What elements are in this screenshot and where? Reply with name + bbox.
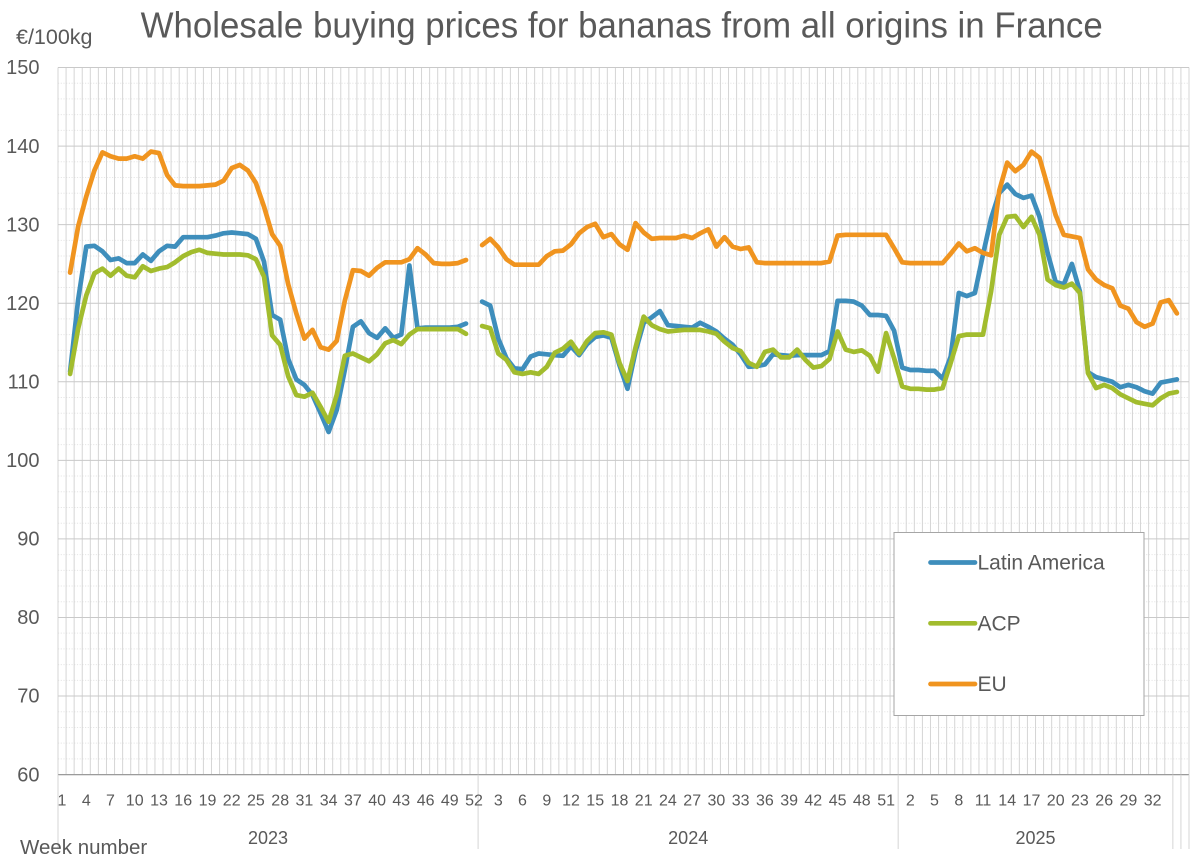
svg-text:46: 46: [417, 793, 435, 810]
svg-text:34: 34: [320, 793, 338, 810]
svg-text:100: 100: [6, 450, 39, 472]
svg-text:49: 49: [441, 793, 459, 810]
svg-text:17: 17: [1023, 793, 1041, 810]
svg-text:22: 22: [223, 793, 241, 810]
svg-text:15: 15: [586, 793, 604, 810]
svg-text:52: 52: [465, 793, 483, 810]
svg-text:21: 21: [635, 793, 653, 810]
svg-text:Week number: Week number: [20, 836, 147, 855]
svg-text:ACP: ACP: [978, 613, 1021, 636]
svg-text:45: 45: [829, 793, 847, 810]
svg-text:5: 5: [930, 793, 939, 810]
svg-text:20: 20: [1047, 793, 1065, 810]
svg-text:30: 30: [708, 793, 726, 810]
svg-text:18: 18: [611, 793, 629, 810]
svg-text:13: 13: [150, 793, 168, 810]
svg-text:11: 11: [975, 793, 992, 810]
svg-text:€/100kg: €/100kg: [16, 25, 93, 49]
svg-text:1: 1: [58, 793, 67, 810]
svg-text:40: 40: [368, 793, 386, 810]
svg-text:19: 19: [199, 793, 217, 810]
svg-text:130: 130: [6, 214, 39, 236]
svg-text:3: 3: [494, 793, 503, 810]
svg-text:32: 32: [1144, 793, 1162, 810]
svg-text:12: 12: [562, 793, 580, 810]
svg-text:70: 70: [17, 686, 39, 708]
svg-text:43: 43: [392, 793, 410, 810]
svg-text:37: 37: [344, 793, 362, 810]
svg-text:29: 29: [1120, 793, 1138, 810]
svg-text:2025: 2025: [1015, 828, 1055, 848]
svg-text:25: 25: [247, 793, 265, 810]
svg-text:42: 42: [804, 793, 822, 810]
svg-text:33: 33: [732, 793, 750, 810]
svg-text:28: 28: [271, 793, 289, 810]
svg-text:23: 23: [1071, 793, 1089, 810]
svg-text:51: 51: [877, 793, 895, 810]
svg-text:60: 60: [17, 764, 39, 786]
svg-text:2024: 2024: [668, 828, 708, 848]
svg-text:27: 27: [683, 793, 701, 810]
svg-text:EU: EU: [978, 673, 1007, 696]
svg-text:8: 8: [954, 793, 963, 810]
svg-text:120: 120: [6, 293, 39, 315]
svg-text:90: 90: [17, 529, 39, 551]
svg-text:6: 6: [518, 793, 527, 810]
svg-text:36: 36: [756, 793, 774, 810]
svg-text:4: 4: [82, 793, 91, 810]
svg-text:9: 9: [542, 793, 551, 810]
svg-text:26: 26: [1095, 793, 1113, 810]
svg-text:7: 7: [106, 793, 115, 810]
svg-text:Wholesale buying prices for ba: Wholesale buying prices for bananas from…: [141, 5, 1103, 46]
svg-text:14: 14: [998, 793, 1016, 810]
svg-text:10: 10: [126, 793, 144, 810]
svg-text:110: 110: [8, 372, 40, 394]
svg-text:Latin America: Latin America: [978, 552, 1106, 575]
svg-text:31: 31: [296, 793, 314, 810]
svg-text:80: 80: [17, 607, 39, 629]
svg-text:48: 48: [853, 793, 871, 810]
svg-text:2: 2: [906, 793, 915, 810]
svg-text:24: 24: [659, 793, 677, 810]
svg-text:140: 140: [6, 136, 39, 158]
svg-text:39: 39: [780, 793, 798, 810]
svg-text:150: 150: [6, 57, 39, 79]
svg-text:2023: 2023: [248, 828, 288, 848]
svg-text:16: 16: [174, 793, 192, 810]
